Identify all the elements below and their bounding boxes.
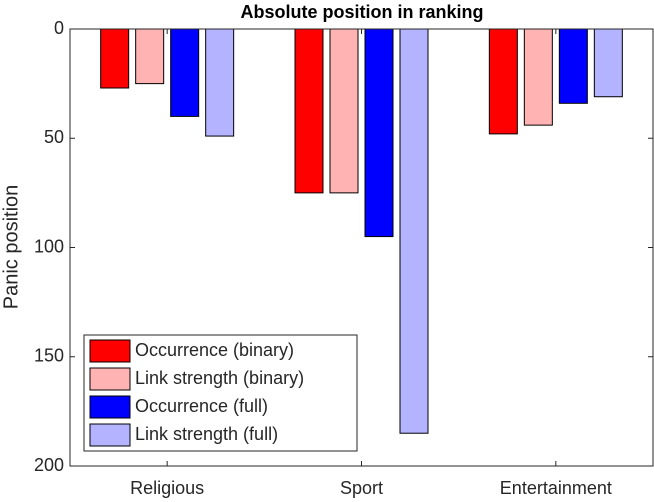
legend-swatch: [89, 423, 131, 447]
x-tick-label: Entertainment: [500, 478, 612, 498]
bar: [364, 28, 394, 238]
y-tick-label: 0: [54, 18, 64, 38]
bar: [488, 28, 518, 135]
legend-label: Link strength (binary): [135, 368, 304, 388]
legend-swatch: [89, 395, 131, 419]
y-tick-label: 50: [44, 127, 64, 147]
legend-label: Link strength (full): [135, 424, 278, 444]
legend-swatch: [89, 367, 131, 391]
legend-label: Occurrence (binary): [135, 340, 294, 360]
x-tick-label: Religious: [130, 478, 204, 498]
bar: [329, 28, 359, 194]
y-tick-label: 100: [34, 236, 64, 256]
bar: [205, 28, 235, 137]
plot-frame: [69, 28, 654, 467]
bar: [135, 28, 165, 85]
bar: [100, 28, 130, 89]
bar: [593, 28, 623, 98]
y-axis-label: Panic position: [0, 185, 22, 310]
legend-swatch: [89, 339, 131, 363]
legend-label: Occurrence (full): [135, 396, 268, 416]
y-tick-label: 150: [34, 346, 64, 366]
legend: Occurrence (binary) Link strength (binary…: [83, 334, 358, 452]
bar: [523, 28, 553, 126]
y-tick-label: 200: [34, 455, 64, 475]
chart-title: Absolute position in ranking: [241, 2, 484, 22]
bar: [170, 28, 200, 117]
bar: [558, 28, 588, 104]
x-tick-label: Sport: [340, 478, 383, 498]
bar: [294, 28, 324, 194]
bar: [399, 28, 429, 434]
